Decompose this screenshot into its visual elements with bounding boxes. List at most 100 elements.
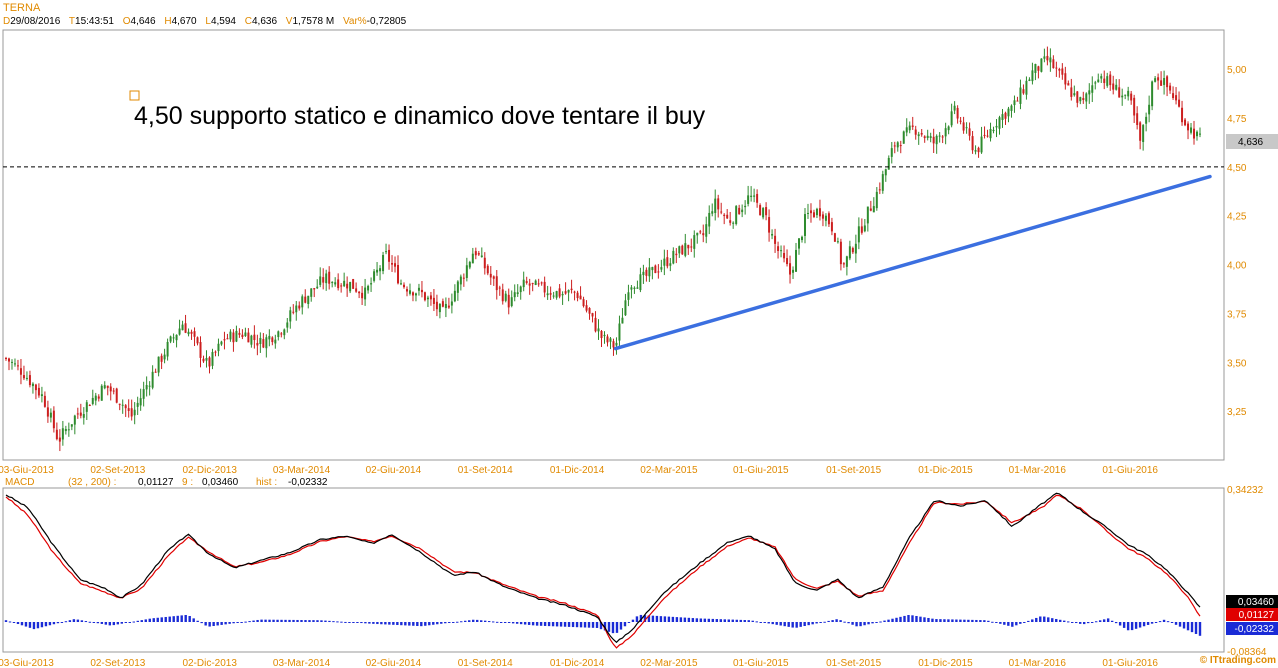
candle-body: [588, 308, 591, 314]
candle-body: [5, 358, 7, 360]
candle-body: [1004, 112, 1007, 119]
candle-body: [1109, 74, 1112, 86]
header-key: V: [285, 16, 293, 27]
hist-bar: [831, 620, 834, 622]
candle-body: [1022, 89, 1025, 94]
candle-body: [1136, 113, 1139, 125]
header-value: 4,636: [251, 16, 278, 27]
candle-body: [280, 333, 283, 335]
hist-bar: [40, 622, 44, 628]
candle-body: [875, 191, 878, 209]
hist-bar: [100, 622, 104, 624]
candle-body: [292, 311, 295, 313]
candle-body: [456, 281, 459, 293]
hist-bar: [156, 617, 159, 622]
hist-bar: [755, 621, 758, 623]
hist-bar: [136, 620, 139, 622]
candle-body: [498, 287, 501, 289]
hist-bar: [879, 621, 882, 623]
annotation-anchor[interactable]: [129, 90, 140, 101]
candle-body: [1190, 127, 1193, 133]
hist-bar: [284, 619, 287, 622]
candle-body: [459, 276, 462, 285]
hist-bar: [683, 617, 687, 622]
macd-y-top: 0,34232: [1227, 485, 1264, 496]
hist-bar: [959, 619, 962, 622]
hist-bar: [587, 622, 591, 628]
candle-body: [1106, 76, 1109, 86]
hist-bar: [72, 619, 76, 622]
hist-bar: [1138, 622, 1142, 628]
candle-body: [199, 342, 202, 358]
hist-bar: [216, 622, 219, 626]
candle-body: [1067, 83, 1070, 86]
macd-line: [5, 492, 1201, 644]
hist-bar: [272, 619, 275, 622]
hist-bar: [555, 622, 559, 627]
candle-body: [696, 232, 699, 236]
hist-bar: [759, 622, 762, 623]
hist-bar: [316, 620, 319, 622]
hist-bar: [420, 622, 423, 627]
hist-bar: [52, 622, 56, 625]
candle-body: [127, 408, 130, 411]
hist-bar: [715, 619, 719, 622]
hist-bar: [8, 621, 12, 623]
candle-body: [974, 150, 977, 152]
hist-bar: [859, 622, 862, 627]
hist-bar: [176, 615, 179, 622]
x-axis-tick: 01-Dic-2015: [918, 465, 973, 476]
candle-body: [744, 205, 747, 208]
candle-body: [714, 198, 717, 214]
hist-bar: [803, 622, 806, 627]
last-price-label: 4,636: [1238, 137, 1263, 148]
candle-body: [693, 235, 696, 249]
candle-body: [507, 294, 510, 308]
hist-bar: [224, 622, 227, 625]
hist-bar: [891, 618, 894, 622]
candle-body: [217, 343, 220, 352]
hist-bar: [643, 615, 647, 622]
hist-bar: [240, 622, 243, 623]
candle-body: [73, 415, 76, 425]
hist-bar: [667, 616, 671, 622]
candle-body: [627, 292, 630, 300]
hist-bar: [875, 622, 878, 623]
hist-bar: [220, 622, 223, 625]
candle-body: [352, 279, 355, 289]
hist-bar: [695, 618, 699, 622]
candle-body: [367, 285, 370, 291]
hist-bar: [967, 619, 970, 622]
candle-body: [142, 389, 145, 399]
x-axis-tick: 03-Giu-2013: [0, 658, 54, 668]
candle-body: [265, 337, 268, 349]
x-axis-tick: 01-Mar-2016: [1009, 465, 1067, 476]
hist-bar: [751, 620, 754, 622]
hist-bar: [332, 621, 335, 623]
hist-bar: [1170, 622, 1174, 623]
header-value: -0,72805: [366, 16, 407, 27]
candle-body: [615, 342, 618, 346]
candle-body: [836, 241, 839, 243]
candle-body: [474, 251, 477, 256]
candle-body: [815, 208, 818, 216]
hist-bar: [947, 619, 950, 622]
candle-body: [558, 288, 561, 297]
hist-bar: [1102, 619, 1106, 622]
candle-body: [803, 214, 806, 236]
candle-body: [208, 357, 211, 367]
candle-body: [1040, 58, 1043, 72]
candle-body: [376, 269, 379, 273]
hist-bar: [464, 620, 467, 622]
hist-bar: [507, 622, 511, 623]
hist-bar: [1055, 618, 1058, 622]
hist-bar: [635, 616, 639, 622]
header-key: L: [205, 16, 211, 27]
hist-bar: [460, 621, 463, 623]
candle-body: [705, 224, 708, 237]
ohlc-header: D29/08/2016 T15:43:51 O4,646 H4,670 L4,5…: [3, 16, 412, 27]
hist-bar: [456, 621, 459, 623]
hist-bar: [927, 617, 930, 622]
candle-body: [235, 330, 238, 342]
hist-bar: [1126, 622, 1130, 631]
